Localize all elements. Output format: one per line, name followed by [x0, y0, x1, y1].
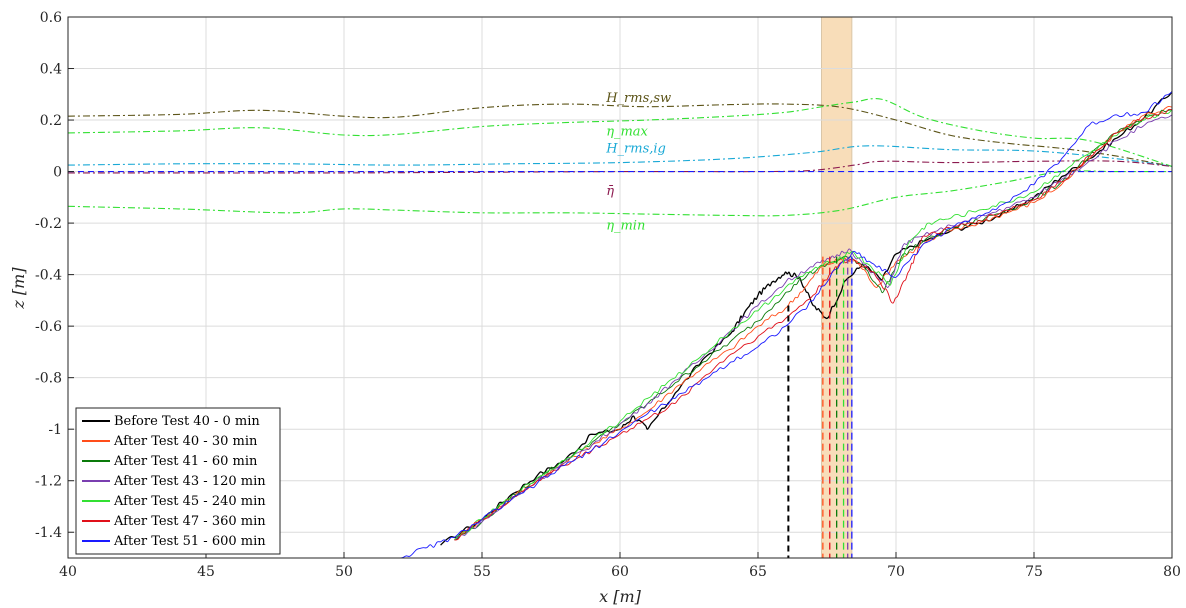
legend-label: After Test 47 - 360 min: [113, 514, 266, 529]
y-axis-label: z [m]: [9, 267, 28, 310]
ticks: 40 45 50 55 60 65 70 75 80 -1.4 -1.2 -1 -0.8 -0.6 -0.4…: [35, 10, 1181, 580]
legend-label: After Test 43 - 120 min: [113, 474, 266, 489]
legend-label: After Test 40 - 30 min: [113, 434, 258, 449]
wave-curve-3: [67, 160, 1173, 174]
x-tick-label: 60: [611, 564, 629, 580]
annotation-label: H_rms,sw: [605, 91, 671, 106]
x-tick-label: 65: [749, 564, 767, 580]
x-tick-label: 55: [473, 564, 491, 580]
y-tick-label: -1: [48, 422, 62, 438]
annotation-label: η̄: [606, 184, 614, 199]
x-axis-label: x [m]: [599, 587, 642, 606]
annotation-label: H_rms,ig: [605, 141, 666, 156]
y-tick-label: 0: [53, 165, 62, 181]
wave-curve-4: [67, 170, 1172, 217]
legend: Before Test 40 - 0 min After Test 40 - 30…: [75, 407, 281, 555]
y-tick-label: 0.6: [40, 10, 62, 26]
y-tick-label: -0.8: [35, 371, 62, 387]
y-tick-label: -0.6: [35, 319, 62, 335]
annotation-label: η_max: [606, 125, 648, 140]
legend-label: After Test 41 - 60 min: [113, 454, 258, 469]
y-tick-label: 0.4: [40, 62, 62, 78]
profile-line-4: [454, 109, 1173, 541]
wave-curve-2: [67, 145, 1173, 167]
legend-label: After Test 51 - 600 min: [113, 534, 266, 549]
x-tick-label: 45: [197, 564, 215, 580]
legend-label: After Test 45 - 240 min: [113, 494, 266, 509]
profile-line-6: [399, 91, 1173, 559]
x-tick-label: 80: [1163, 564, 1181, 580]
y-tick-label: 0.2: [40, 113, 62, 129]
legend-label: Before Test 40 - 0 min: [114, 414, 260, 429]
y-tick-label: -0.2: [35, 216, 62, 232]
y-tick-label: -1.4: [35, 525, 62, 541]
y-tick-label: -0.4: [35, 268, 62, 284]
x-tick-label: 70: [887, 564, 905, 580]
x-tick-label: 50: [335, 564, 353, 580]
wave-curve-0: [67, 103, 1173, 167]
wave-curve-1: [67, 98, 1173, 167]
annotation-label: η_min: [606, 219, 645, 234]
y-tick-label: -1.2: [35, 474, 62, 490]
profile-line-5: [454, 108, 1173, 541]
x-tick-label: 40: [59, 564, 77, 580]
x-tick-label: 75: [1025, 564, 1043, 580]
